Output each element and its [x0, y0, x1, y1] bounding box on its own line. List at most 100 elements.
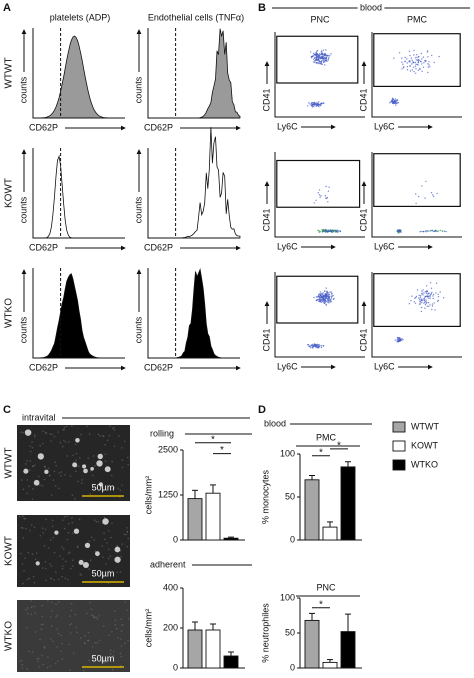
speckle [26, 492, 29, 495]
event-dot [315, 199, 317, 201]
speckle [113, 610, 116, 613]
event-dot [327, 190, 330, 192]
speckle [31, 441, 33, 443]
event-dot [324, 58, 327, 60]
event-dot [329, 54, 331, 57]
event-dot [329, 229, 331, 231]
event-dot [319, 56, 321, 59]
y-axis-label: counts [18, 196, 28, 223]
speckle [94, 465, 96, 467]
speckle [26, 459, 28, 462]
event-dot [327, 229, 329, 232]
histogram [148, 267, 240, 359]
speckle [30, 600, 32, 602]
event-dot [414, 65, 417, 67]
event-dot [410, 300, 412, 302]
event-dot [325, 230, 327, 232]
event-dot [313, 58, 315, 60]
event-dot [417, 69, 420, 72]
event-dot [436, 192, 438, 195]
speckle [30, 613, 33, 616]
y-axis-label: counts [133, 316, 143, 343]
speckle [77, 465, 80, 467]
event-dot [414, 57, 417, 59]
event-dot [427, 56, 429, 58]
x-axis-label: Ly6C [277, 241, 298, 251]
event-dot [334, 230, 336, 232]
speckle [121, 459, 124, 461]
y-axis-label: CD41 [261, 328, 271, 351]
event-dot [325, 185, 327, 188]
y-axis-label: counts [133, 76, 143, 103]
speckle [33, 581, 36, 584]
header: intravital [22, 412, 56, 422]
event-dot [327, 299, 330, 301]
event-dot [316, 103, 318, 106]
speckle [42, 531, 44, 534]
event-dot [322, 296, 325, 298]
speckle [120, 655, 123, 658]
y-axis-label: cells/mm² [143, 476, 153, 515]
speckle [90, 608, 93, 611]
speckle [103, 516, 106, 519]
event-dot [331, 229, 333, 232]
speckle [125, 533, 128, 536]
speckle [69, 567, 72, 570]
event-dot [326, 300, 328, 302]
speckle [41, 654, 43, 657]
y-tick-label: 100 [280, 592, 295, 602]
event-dot [424, 307, 426, 309]
event-dot [428, 61, 430, 63]
speckle [46, 666, 49, 669]
event-dot [326, 197, 328, 200]
event-dot [315, 51, 317, 54]
cell [23, 468, 29, 474]
event-dot [318, 189, 321, 191]
event-dot [426, 291, 428, 293]
speckle [33, 526, 36, 529]
speckle [47, 600, 49, 602]
speckle [33, 464, 36, 467]
speckle [28, 469, 31, 471]
event-dot [319, 231, 321, 233]
event-dot [322, 56, 324, 59]
speckle [88, 659, 91, 662]
event-dot [317, 229, 320, 232]
speckle [120, 645, 123, 647]
speckle [83, 669, 85, 672]
speckle [37, 475, 40, 478]
speckle [52, 536, 54, 539]
event-dot [422, 66, 425, 68]
speckle [62, 548, 65, 550]
speckle [71, 532, 74, 534]
speckle [117, 636, 119, 639]
event-dot [421, 63, 423, 65]
speckle [74, 443, 77, 446]
event-dot [326, 295, 329, 298]
event-dot [423, 297, 425, 300]
significance-label: * [220, 445, 224, 456]
event-dot [437, 293, 439, 296]
speckle [68, 440, 70, 443]
speckle [61, 575, 63, 578]
event-dot [318, 60, 320, 62]
event-dot [327, 292, 329, 294]
event-dot [328, 186, 330, 188]
event-dot [310, 56, 313, 58]
event-dot [414, 297, 416, 300]
event-dot [436, 300, 439, 302]
header: blood [264, 418, 286, 428]
speckle [107, 557, 110, 560]
speckle [113, 429, 116, 431]
event-dot [330, 53, 332, 55]
event-dot [314, 54, 317, 56]
bar [322, 661, 338, 669]
event-dot [321, 292, 323, 295]
event-dot [394, 99, 396, 102]
event-dot [417, 64, 419, 66]
event-dot [392, 99, 395, 101]
event-dot [326, 229, 328, 231]
event-dot [426, 296, 428, 298]
event-dot [318, 346, 320, 349]
speckle [43, 478, 46, 481]
